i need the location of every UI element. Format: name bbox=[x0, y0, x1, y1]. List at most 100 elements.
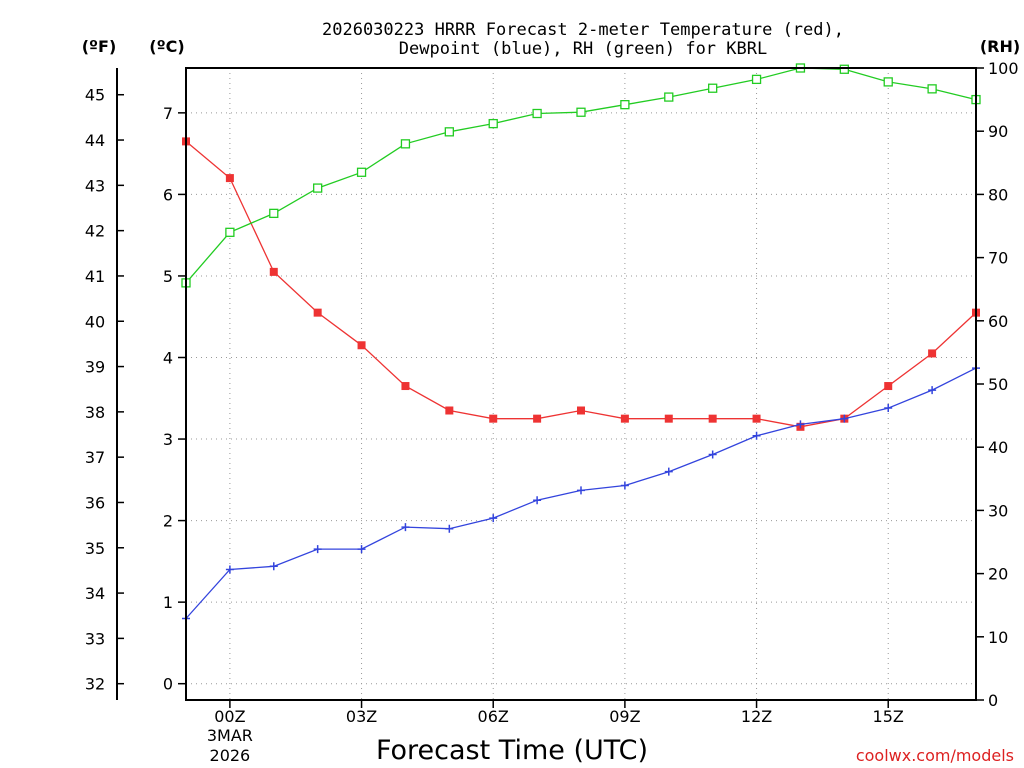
fahrenheit-tick-label: 40 bbox=[85, 312, 105, 331]
celsius-tick-label: 7 bbox=[163, 104, 173, 123]
plot-frame bbox=[185, 67, 977, 701]
x-axis-title: Forecast Time (UTC) bbox=[376, 735, 648, 766]
temperature-point bbox=[577, 406, 585, 415]
dewpoint-point bbox=[225, 565, 234, 574]
dewpoint-point bbox=[840, 414, 849, 423]
fahrenheit-tick-label: 32 bbox=[85, 675, 105, 694]
site-credit: coolwx.com/models bbox=[856, 746, 1014, 765]
rh-tick-label: 60 bbox=[988, 312, 1008, 331]
fahrenheit-tick-label: 45 bbox=[85, 86, 105, 105]
chart-title-line-2: Dewpoint (blue), RH (green) for KBRL bbox=[399, 39, 767, 59]
temperature-point bbox=[357, 341, 366, 350]
temperature-point bbox=[620, 414, 629, 423]
temperature-point bbox=[313, 308, 322, 317]
series-dewpoint bbox=[182, 364, 980, 623]
rh-point bbox=[313, 183, 323, 193]
rh-point bbox=[400, 139, 411, 149]
rh-point bbox=[576, 107, 586, 117]
x-tick-label: 06Z bbox=[478, 707, 509, 726]
x-tick-label: 09Z bbox=[609, 707, 640, 726]
rh-point bbox=[708, 83, 718, 93]
rh-tick-label: 10 bbox=[988, 628, 1008, 647]
rh-tick-label: 40 bbox=[988, 438, 1008, 457]
rh-tick-label: 30 bbox=[988, 501, 1008, 520]
rh-tick-label: 90 bbox=[988, 122, 1008, 141]
dewpoint-point bbox=[401, 523, 410, 532]
rh-tick-label: 70 bbox=[988, 249, 1008, 268]
temperature-point bbox=[401, 382, 410, 391]
x-tick-label: 00Z bbox=[214, 707, 245, 726]
celsius-tick-label: 1 bbox=[163, 593, 173, 612]
dewpoint-point bbox=[884, 404, 893, 413]
rh-tick-label: 50 bbox=[988, 375, 1008, 394]
dewpoint-point bbox=[664, 467, 673, 476]
celsius-tick-label: 3 bbox=[163, 430, 173, 449]
fahrenheit-tick-label: 37 bbox=[85, 448, 105, 467]
x-tick-label: 15Z bbox=[873, 707, 904, 726]
dewpoint-point bbox=[445, 524, 454, 533]
dewpoint-point bbox=[752, 431, 761, 440]
rh-point bbox=[356, 167, 367, 177]
rh-point bbox=[532, 108, 542, 119]
dewpoint-point bbox=[928, 386, 937, 395]
fahrenheit-tick-label: 41 bbox=[85, 267, 105, 286]
fahrenheit-tick-label: 42 bbox=[85, 222, 105, 241]
temperature-point bbox=[489, 414, 498, 423]
dewpoint-point bbox=[708, 450, 717, 459]
dewpoint-point bbox=[796, 420, 805, 429]
fahrenheit-tick-label: 38 bbox=[85, 403, 105, 422]
rh-tick-label: 80 bbox=[988, 185, 1008, 204]
celsius-tick-label: 2 bbox=[163, 512, 173, 531]
temperature-point bbox=[533, 414, 542, 423]
x-tick-year: 2026 bbox=[210, 746, 251, 765]
dewpoint-point bbox=[269, 562, 278, 571]
temperature-point bbox=[445, 406, 454, 415]
celsius-tick-label: 4 bbox=[163, 348, 173, 367]
x-tick-label: 03Z bbox=[346, 707, 377, 726]
temperature-point bbox=[225, 174, 234, 183]
rh-point bbox=[883, 77, 893, 87]
fahrenheit-tick-label: 43 bbox=[85, 176, 105, 195]
fahrenheit-unit-label: (ºF) bbox=[82, 37, 117, 56]
celsius-unit-label: (ºC) bbox=[149, 37, 184, 56]
temperature-point bbox=[928, 349, 937, 358]
x-tick-date: 3MAR bbox=[207, 726, 253, 745]
rh-tick-label: 100 bbox=[988, 59, 1019, 78]
fahrenheit-tick-label: 39 bbox=[85, 358, 105, 377]
series-rh bbox=[181, 63, 981, 288]
rh-point bbox=[488, 118, 498, 129]
dewpoint-point bbox=[533, 496, 542, 505]
grid-lines bbox=[186, 68, 976, 700]
series-temperature bbox=[182, 137, 980, 431]
dewpoint-point bbox=[577, 486, 585, 495]
celsius-tick-label: 0 bbox=[163, 675, 173, 694]
fahrenheit-tick-label: 35 bbox=[85, 539, 105, 558]
temperature-point bbox=[884, 382, 893, 391]
temperature-point bbox=[752, 414, 761, 423]
dewpoint-point bbox=[620, 481, 629, 490]
celsius-tick-label: 6 bbox=[163, 185, 173, 204]
rh-point bbox=[751, 74, 762, 85]
rh-unit-label: (RH) bbox=[980, 37, 1020, 56]
dewpoint-point bbox=[357, 545, 366, 554]
fahrenheit-tick-label: 44 bbox=[85, 131, 105, 150]
celsius-tick-label: 5 bbox=[163, 267, 173, 286]
rh-point bbox=[664, 92, 674, 102]
series-layer bbox=[181, 63, 981, 623]
dewpoint-point bbox=[489, 514, 498, 523]
rh-point bbox=[839, 64, 849, 74]
fahrenheit-tick-label: 34 bbox=[85, 584, 105, 603]
rh-point bbox=[927, 84, 937, 94]
fahrenheit-tick-label: 36 bbox=[85, 493, 105, 512]
fahrenheit-tick-label: 33 bbox=[85, 629, 105, 648]
rh-point bbox=[225, 227, 235, 237]
temperature-point bbox=[269, 267, 278, 276]
temperature-point bbox=[664, 414, 673, 423]
rh-point bbox=[620, 100, 630, 110]
chart-title-line-1: 2026030223 HRRR Forecast 2-meter Tempera… bbox=[322, 20, 844, 40]
rh-point bbox=[444, 127, 454, 137]
dewpoint-point bbox=[313, 545, 322, 554]
temperature-point bbox=[708, 414, 717, 423]
